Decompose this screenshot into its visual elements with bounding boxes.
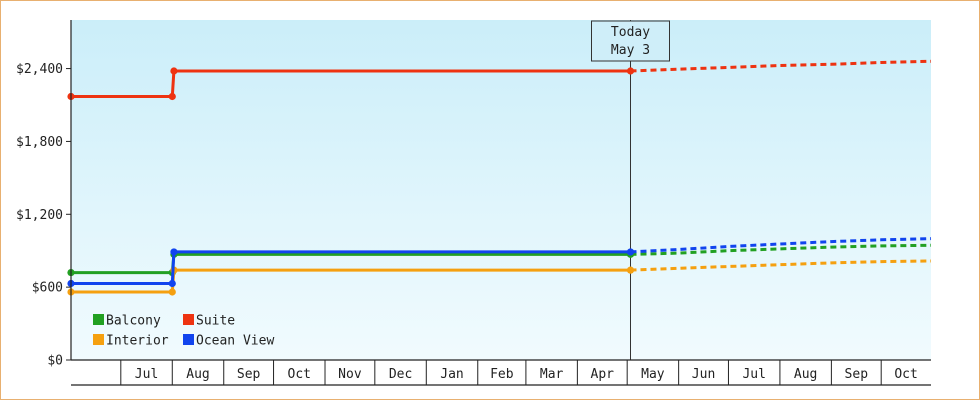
interior-forecast-line xyxy=(630,259,932,272)
x-tick-label: Sep xyxy=(237,367,261,382)
today-date-label: May 3 xyxy=(611,43,650,58)
x-tick-label: May xyxy=(641,367,665,382)
x-tick-label: Feb xyxy=(490,367,514,382)
x-tick-label: Jul xyxy=(742,367,765,382)
y-tick-label: $600 xyxy=(32,281,63,296)
x-tick-label: Jul xyxy=(135,367,158,382)
balcony-forecast-line xyxy=(630,243,932,256)
ocean-view-forecast-line xyxy=(630,237,932,254)
ocean-view-point xyxy=(168,279,176,288)
x-tick-label: Apr xyxy=(591,367,615,382)
suite-series-line xyxy=(71,69,631,98)
legend-label-suite: Suite xyxy=(196,314,235,329)
y-tick-label: $0 xyxy=(47,354,63,369)
x-tick-label: Aug xyxy=(186,367,209,382)
x-tick-label: Sep xyxy=(845,367,869,382)
y-tick-label: $1,800 xyxy=(16,135,63,150)
interior-point xyxy=(168,288,176,296)
legend-swatch-interior xyxy=(93,334,104,345)
ocean-view-point xyxy=(626,248,635,256)
x-tick-label: Oct xyxy=(288,367,311,382)
today-label-box xyxy=(590,20,670,62)
today-label: Today xyxy=(611,25,650,40)
x-tick-label: Dec xyxy=(389,367,412,382)
legend-label-ocean-view: Ocean View xyxy=(196,334,274,349)
x-tick-label: Jan xyxy=(440,367,463,382)
x-tick-label: Nov xyxy=(338,367,362,382)
y-tick-label: $1,200 xyxy=(16,208,63,223)
suite-point xyxy=(170,67,178,75)
interior-point xyxy=(626,266,635,274)
ocean-view-series-line xyxy=(71,250,631,285)
x-tick-label: Aug xyxy=(794,367,817,382)
y-tick-label: $2,400 xyxy=(16,62,63,77)
legend-label-interior: Interior xyxy=(106,334,169,349)
suite-forecast-line xyxy=(630,59,932,73)
legend-swatch-suite xyxy=(183,314,194,325)
legend-swatch-balcony xyxy=(93,314,104,325)
ocean-view-point xyxy=(170,248,178,256)
suite-point xyxy=(626,67,635,75)
legend-swatch-ocean-view xyxy=(183,334,194,345)
x-tick-label: Jun xyxy=(692,367,715,382)
x-tick-label: Mar xyxy=(540,367,564,382)
suite-point xyxy=(168,92,176,101)
legend-label-balcony: Balcony xyxy=(106,314,161,329)
x-tick-label: Oct xyxy=(894,367,917,382)
plot-area xyxy=(71,20,931,360)
